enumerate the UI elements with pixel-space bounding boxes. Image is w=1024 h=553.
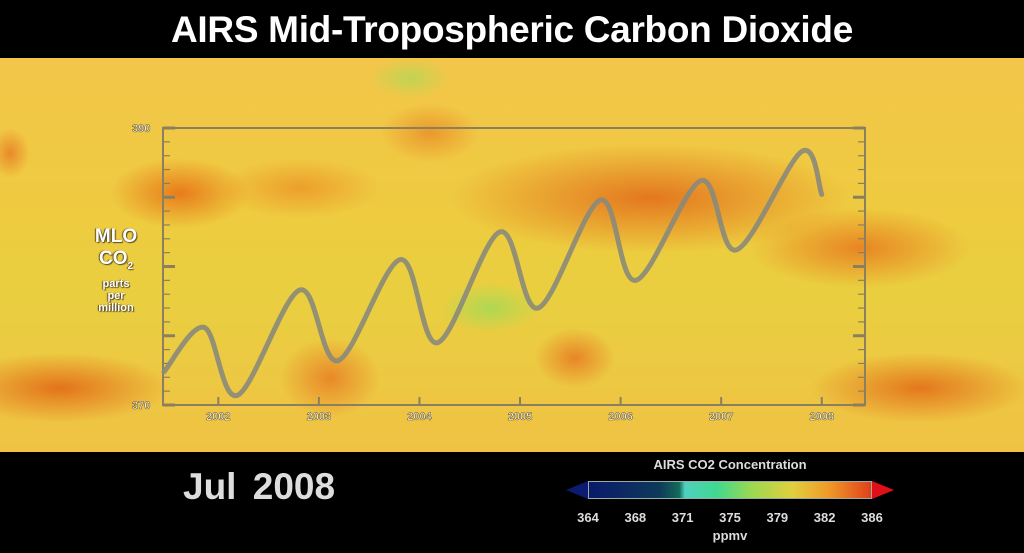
label-parts: parts — [102, 277, 130, 290]
colorbar-max-arrow — [872, 481, 894, 499]
x-tick-label: 2004 — [407, 411, 432, 423]
date-label: Jul 2008 — [183, 466, 336, 507]
y-tick-label-max: 390 — [132, 123, 150, 135]
x-tick-label: 2003 — [307, 411, 331, 423]
x-tick-label: 2005 — [508, 411, 532, 423]
colorbar-tick-label: 364 — [577, 510, 599, 525]
y-axis-ticks — [163, 126, 865, 407]
colorbar-ticks: 364 368 371 375 379 382 386 — [567, 510, 907, 526]
y-tick-label-min: 370 — [132, 400, 150, 412]
chart-frame — [162, 127, 866, 406]
colorbar — [588, 481, 872, 499]
label-mlo: MLO — [94, 226, 138, 247]
x-tick-label: 2006 — [608, 411, 632, 423]
label-co: CO — [98, 248, 128, 269]
colorbar-unit: ppmv — [712, 528, 748, 543]
colorbar-tick-label: 382 — [813, 510, 836, 525]
chart-axis-label: MLO CO2 parts per million — [84, 226, 148, 314]
x-tick-label: 2007 — [709, 411, 733, 423]
label-sub-2: 2 — [127, 260, 134, 272]
x-tick-label: 2002 — [206, 411, 230, 423]
label-per: per — [107, 289, 125, 302]
label-million: million — [98, 301, 134, 314]
colorbar-tick-label: 371 — [671, 510, 694, 525]
label-co2: CO2 — [84, 248, 148, 278]
x-axis-ticks — [217, 397, 823, 405]
x-tick-label: 2008 — [810, 411, 834, 423]
series-line-mlo-co2 — [161, 147, 825, 398]
colorbar-min-arrow — [566, 481, 588, 499]
colorbar-tick-label: 386 — [861, 510, 883, 525]
colorbar-tick-label: 379 — [766, 510, 789, 525]
colorbar-tick-label: 368 — [624, 510, 647, 525]
co2-world-map — [0, 58, 1024, 452]
colorbar-title: AIRS CO2 Concentration — [653, 457, 807, 472]
colorbar-tick-label: 375 — [719, 510, 741, 525]
page-title: AIRS Mid-Tropospheric Carbon Dioxide — [171, 9, 853, 50]
